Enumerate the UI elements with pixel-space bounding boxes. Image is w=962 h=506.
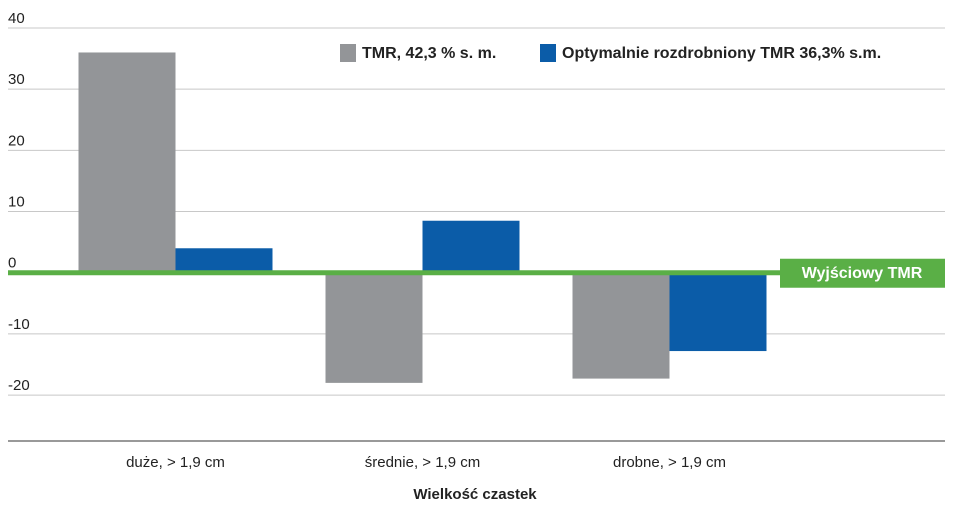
y-tick-label: 40 [8,10,25,27]
bar [325,272,423,383]
bar [669,272,767,352]
y-tick-label: 20 [8,132,25,149]
y-tick-label: 0 [8,255,16,272]
x-tick-label: średnie, > 1,9 cm [365,454,480,471]
bar [175,248,273,273]
y-tick-label: -10 [8,316,30,333]
annotation-box [780,258,945,288]
annotation: Wyjściowy TMR [802,265,923,282]
y-tick-label: 30 [8,71,25,88]
x-axis-label: Wielkość czastek [413,486,537,503]
bar [422,220,520,273]
bar [78,52,176,273]
legend-label: Optymalnie rozdrobniony TMR 36,3% s.m. [562,45,881,62]
y-tick-label: -20 [8,377,30,394]
y-tick-label: 10 [8,194,25,211]
legend-swatch [340,44,356,62]
bar [572,272,670,379]
x-tick-label: drobne, > 1,9 cm [613,454,726,471]
x-tick-label: duże, > 1,9 cm [126,454,225,471]
legend-label: TMR, 42,3 % s. m. [362,45,496,62]
legend-swatch [540,44,556,62]
